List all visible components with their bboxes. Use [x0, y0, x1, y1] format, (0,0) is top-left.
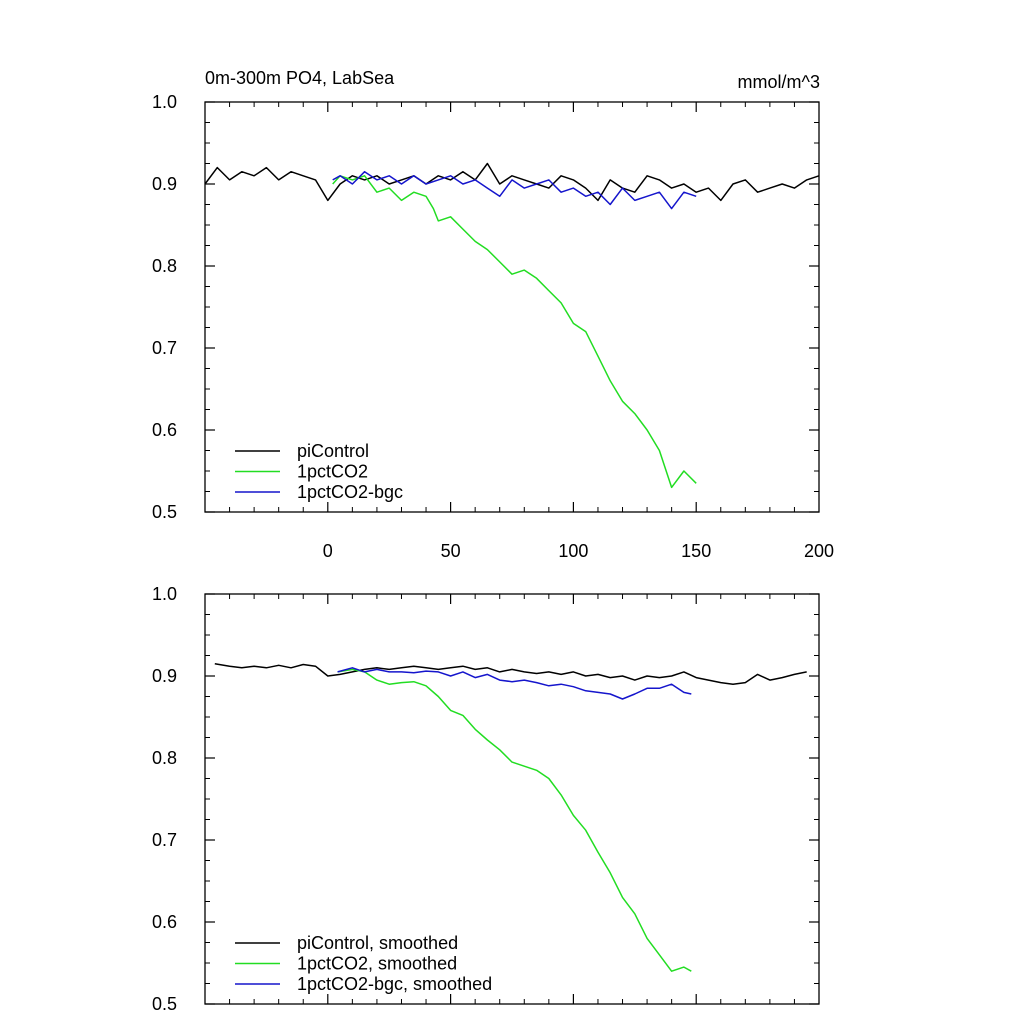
- y-tick-label: 0.9: [152, 666, 177, 686]
- y-tick-label: 1.0: [152, 92, 177, 112]
- x-tick-label: 50: [441, 541, 461, 561]
- y-tick-label: 1.0: [152, 584, 177, 604]
- y-tick-label: 0.8: [152, 748, 177, 768]
- y-tick-label: 0.7: [152, 338, 177, 358]
- series-line-1pctco2-bgc-smoothed: [337, 667, 692, 700]
- y-tick-label: 0.8: [152, 256, 177, 276]
- series-line-picontrol-smoothed: [214, 662, 807, 685]
- ticks-layer: 0.5 0.6 0.7 0.8 0.9 1.0 0 50 100 150 200: [152, 92, 834, 561]
- series-line-picontrol: [204, 162, 820, 202]
- series-layer: [204, 162, 820, 489]
- legend-label: 1pctCO2: [297, 462, 368, 482]
- x-tick-label: 0: [323, 541, 333, 561]
- y-tick-label: 0.7: [152, 830, 177, 850]
- top-panel: 0m-300m PO4, LabSea mmol/m^3 0.50.60.70.…: [152, 68, 834, 561]
- units-label: mmol/m^3: [738, 72, 820, 92]
- ticks-layer: 0.5 0.6 0.7 0.8 0.9 1.0: [152, 584, 819, 1014]
- y-tick-label: 0.5: [152, 994, 177, 1014]
- y-tick-label: 0.5: [152, 502, 177, 522]
- y-tick-label: 0.6: [152, 420, 177, 440]
- x-tick-label: 200: [804, 541, 834, 561]
- legend-label: piControl, smoothed: [297, 933, 458, 953]
- series-line-1pctco2: [332, 175, 697, 489]
- series-line-1pctco2-smoothed: [337, 668, 692, 972]
- x-tick-label: 100: [558, 541, 588, 561]
- legend-label: 1pctCO2-bgc, smoothed: [297, 974, 492, 994]
- y-tick-label: 0.9: [152, 174, 177, 194]
- series-layer: [214, 662, 807, 972]
- series-line-1pctco2-bgc: [332, 170, 697, 210]
- chart-title: 0m-300m PO4, LabSea: [205, 68, 395, 88]
- legend-label: piControl: [297, 441, 369, 461]
- y-tick-label: 0.6: [152, 912, 177, 932]
- bottom-panel: 0.50.60.70.80.91.0 piControl, smoothed1p…: [152, 584, 820, 1014]
- legend-label: 1pctCO2, smoothed: [297, 954, 457, 974]
- x-tick-label: 150: [681, 541, 711, 561]
- legend-label: 1pctCO2-bgc: [297, 482, 403, 502]
